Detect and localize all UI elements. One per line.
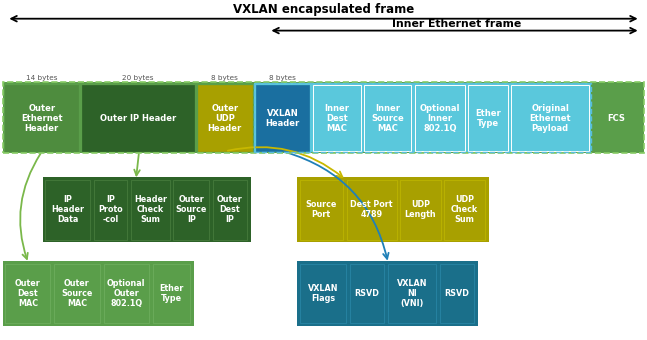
Text: Outer
Dest
IP: Outer Dest IP <box>217 195 243 224</box>
Bar <box>593 85 641 151</box>
Text: Original
Ethernet
Payload: Original Ethernet Payload <box>529 104 571 133</box>
Text: UDP
Check
Sum: UDP Check Sum <box>451 195 478 224</box>
Bar <box>43 177 251 242</box>
Text: Outer
Ethernet
Header: Outer Ethernet Header <box>21 104 63 133</box>
Text: Optional
Inner
802.1Q: Optional Inner 802.1Q <box>420 104 460 133</box>
Text: VXLAN
Header: VXLAN Header <box>265 108 300 128</box>
Bar <box>415 85 465 151</box>
Bar <box>444 180 485 240</box>
Bar <box>3 261 194 326</box>
Text: Inner Ethernet frame: Inner Ethernet frame <box>391 19 521 29</box>
Text: Header
Check
Sum: Header Check Sum <box>134 195 167 224</box>
Text: Outer
Source
MAC: Outer Source MAC <box>61 279 93 308</box>
Text: Optional
Outer
802.1Q: Optional Outer 802.1Q <box>107 279 146 308</box>
Text: Inner
Dest
MAC: Inner Dest MAC <box>325 104 349 133</box>
Text: 8 bytes: 8 bytes <box>212 75 238 81</box>
Bar <box>400 180 441 240</box>
Bar <box>440 264 474 323</box>
Text: 14 bytes: 14 bytes <box>26 75 58 81</box>
Bar <box>3 82 644 153</box>
Text: Ether
Type: Ether Type <box>159 284 183 303</box>
Bar <box>300 180 343 240</box>
Text: Dest Port
4789: Dest Port 4789 <box>351 200 393 220</box>
Bar <box>198 85 252 151</box>
Bar <box>131 180 170 240</box>
Text: Outer IP Header: Outer IP Header <box>100 114 176 123</box>
Bar <box>5 264 50 323</box>
Bar <box>511 85 589 151</box>
Text: VXLAN encapsulated frame: VXLAN encapsulated frame <box>233 3 414 16</box>
Bar <box>350 264 384 323</box>
Bar <box>364 85 411 151</box>
Bar <box>104 264 149 323</box>
Bar <box>300 264 346 323</box>
Bar <box>5 85 78 151</box>
Bar <box>82 85 194 151</box>
Text: Outer
UDP
Header: Outer UDP Header <box>208 104 242 133</box>
Bar <box>468 85 508 151</box>
Bar <box>173 180 209 240</box>
Bar <box>313 85 361 151</box>
Text: RSVD: RSVD <box>444 289 469 298</box>
Bar <box>254 83 591 152</box>
Text: VXLAN
Flags: VXLAN Flags <box>307 284 338 303</box>
Bar <box>256 85 309 151</box>
Text: Inner
Source
MAC: Inner Source MAC <box>371 104 404 133</box>
Text: UDP
Length: UDP Length <box>405 200 436 220</box>
Text: FCS: FCS <box>608 114 626 123</box>
Text: 8 bytes: 8 bytes <box>269 75 296 81</box>
Bar <box>94 180 127 240</box>
Bar <box>213 180 247 240</box>
Text: Ether
Type: Ether Type <box>476 108 501 128</box>
Bar <box>388 264 436 323</box>
Bar <box>54 264 100 323</box>
Text: Outer
Dest
MAC: Outer Dest MAC <box>15 279 41 308</box>
Text: IP
Proto
-col: IP Proto -col <box>98 195 123 224</box>
Text: IP
Header
Data: IP Header Data <box>51 195 84 224</box>
Bar <box>297 261 478 326</box>
Text: 20 bytes: 20 bytes <box>122 75 154 81</box>
Text: Source
Port: Source Port <box>305 200 337 220</box>
Text: VXLAN
NI
(VNI): VXLAN NI (VNI) <box>397 279 427 308</box>
Bar <box>297 177 489 242</box>
Text: Outer
Source
IP: Outer Source IP <box>175 195 207 224</box>
Text: RSVD: RSVD <box>355 289 379 298</box>
Bar <box>153 264 190 323</box>
Bar <box>347 180 397 240</box>
Bar <box>45 180 90 240</box>
